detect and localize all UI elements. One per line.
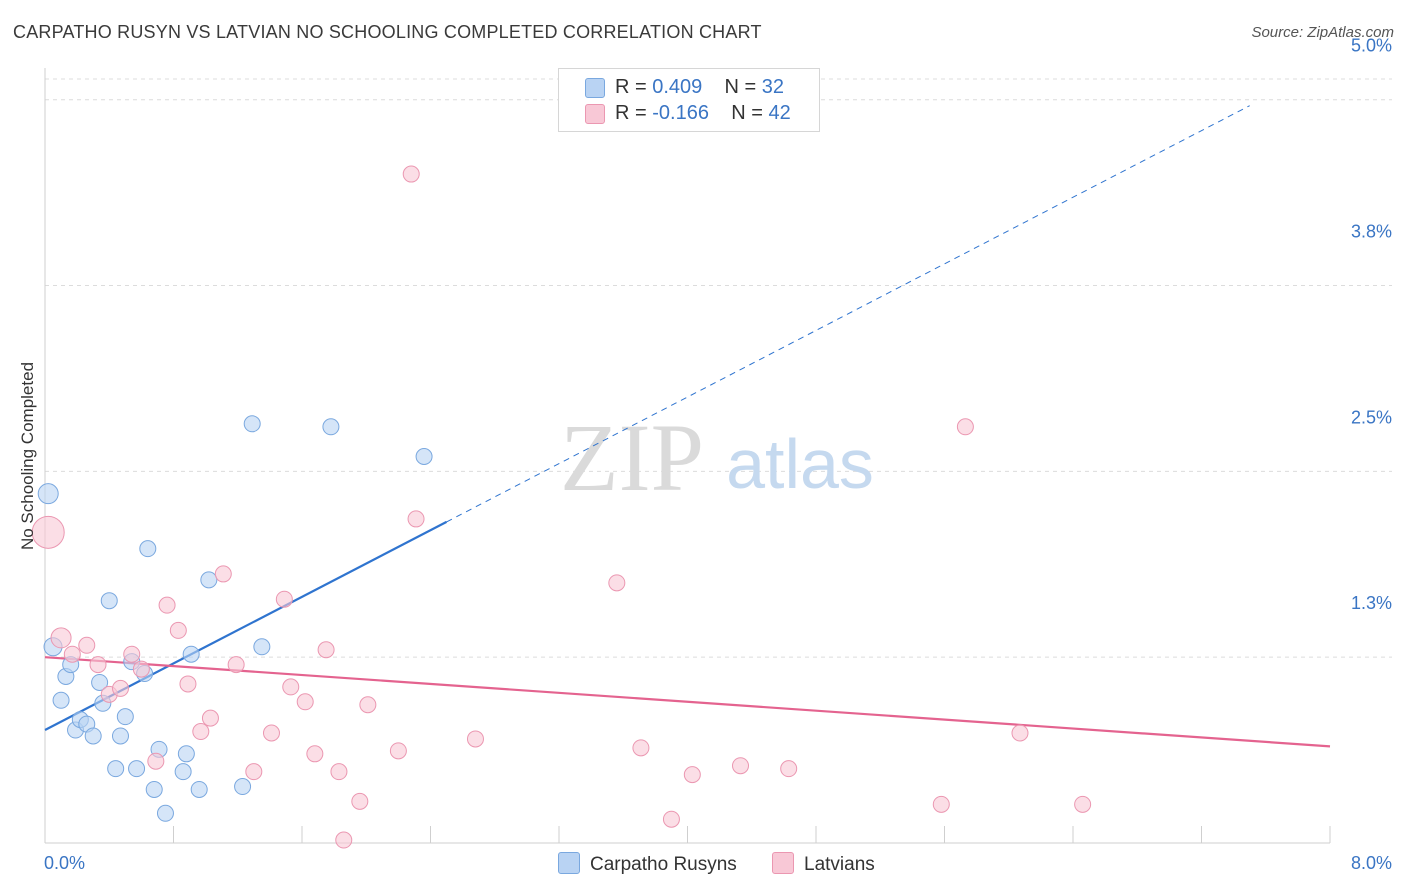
blue-swatch-icon — [585, 78, 605, 98]
latvian-point — [63, 645, 81, 663]
carpatho-rusyn-point — [116, 708, 134, 726]
blue-swatch-icon — [558, 852, 580, 874]
watermark: ZIP atlas — [560, 404, 874, 511]
watermark-zip: ZIP — [560, 404, 704, 511]
latvian-point — [214, 565, 232, 583]
latvian-point — [262, 724, 280, 742]
latvian-point — [317, 641, 335, 659]
carpatho-rusyn-point — [322, 418, 340, 436]
carpatho-rusyn-point — [177, 745, 195, 763]
latvian-point — [632, 739, 650, 757]
carpatho-rusyn-point — [139, 540, 157, 558]
latvian-point — [192, 723, 210, 741]
latvian-point — [1011, 724, 1029, 742]
axes-layer — [44, 68, 1331, 844]
latvian-point — [683, 766, 701, 784]
carpatho-rusyn-point — [91, 673, 109, 691]
carpatho-rusyn-point — [182, 645, 200, 663]
carpatho-rusyn-point — [107, 760, 125, 778]
latvian-point — [296, 693, 314, 711]
x-tick-label-min: 0.0% — [44, 853, 85, 873]
latvian-point — [402, 165, 420, 183]
carpatho-rusyn-point — [234, 778, 252, 796]
carpatho-rusyn-point — [200, 571, 218, 589]
carpatho-rusyn-point — [253, 638, 271, 656]
y-tick-label: 1.3% — [1351, 593, 1392, 613]
x-tick-label-max: 8.0% — [1351, 853, 1392, 873]
latvian-point — [179, 675, 197, 693]
latvian-point — [466, 730, 484, 748]
latvian-point — [169, 621, 187, 639]
y-tick-label: 3.8% — [1351, 222, 1392, 242]
carpatho-rusyn-point — [415, 448, 433, 465]
latvian-point — [227, 656, 245, 674]
carpatho-rusyn-point — [37, 483, 59, 505]
latvian-point — [123, 645, 141, 663]
latvian-point — [111, 679, 129, 697]
legend-item-latvians[interactable]: Latvians — [772, 852, 875, 876]
latvian-point — [407, 510, 425, 528]
latvian-point — [50, 627, 72, 649]
latvian-point — [275, 590, 293, 608]
source-label: Source: ZipAtlas.com — [1251, 24, 1394, 41]
latvian-point — [89, 656, 107, 674]
carpatho-rusyn-point — [174, 763, 192, 781]
y-tick-label: 2.5% — [1351, 407, 1392, 427]
carpatho-rusyn-point — [243, 415, 261, 433]
latvian-point — [732, 757, 750, 775]
latvian-point — [335, 831, 353, 849]
carpatho-rusyn-point — [128, 760, 146, 778]
latvian-point — [956, 418, 974, 436]
chart-title: CARPATHO RUSYN VS LATVIAN NO SCHOOLING C… — [13, 22, 762, 42]
latvian-point — [306, 745, 324, 763]
pink-swatch-icon — [772, 852, 794, 874]
latvian-point — [780, 760, 798, 778]
pink-swatch-icon — [585, 104, 605, 124]
carpatho-rusyn-trendline-extension — [446, 105, 1250, 523]
latvian-point — [389, 742, 407, 760]
grid-layer — [45, 78, 1392, 658]
latvian-point — [932, 795, 950, 813]
latvian-trendline — [44, 656, 1331, 748]
carpatho-rusyn-point — [84, 727, 102, 745]
latvian-point — [31, 515, 65, 549]
legend-row-text: R = 0.409 N = 32 — [615, 76, 785, 98]
latvian-point — [147, 752, 165, 770]
latvian-point — [245, 763, 263, 781]
carpatho-rusyn-point — [156, 804, 174, 822]
y-axis-label: No Schooling Completed — [18, 361, 37, 551]
legend-item-carpatho-rusyns[interactable]: Carpatho Rusyns — [558, 852, 737, 876]
carpatho-rusyn-point — [111, 727, 129, 745]
correlation-legend: R = 0.409 N = 32 R = -0.166 N = 42 — [558, 68, 820, 132]
carpatho-rusyn-point — [52, 691, 70, 709]
latvian-point — [78, 636, 96, 654]
carpatho-rusyn-point — [145, 780, 163, 798]
latvian-point — [1074, 795, 1092, 813]
points-layer — [31, 165, 1092, 849]
latvian-point — [608, 574, 626, 592]
latvian-point — [201, 709, 219, 727]
latvian-point — [662, 810, 680, 828]
legend-row-text: R = -0.166 N = 42 — [615, 102, 791, 124]
latvian-point — [132, 660, 150, 678]
latvian-point — [158, 596, 176, 614]
latvian-point — [359, 696, 377, 714]
watermark-atlas: atlas — [726, 425, 874, 503]
latvian-point — [282, 678, 300, 696]
tick-labels: 1.3% 2.5% 3.8% 5.0% 0.0% 8.0% — [44, 36, 1392, 873]
latvian-point — [330, 763, 348, 781]
y-tick-label: 5.0% — [1351, 36, 1392, 56]
latvian-point — [351, 792, 369, 810]
carpatho-rusyn-point — [190, 780, 208, 798]
carpatho-rusyn-point — [100, 592, 118, 610]
